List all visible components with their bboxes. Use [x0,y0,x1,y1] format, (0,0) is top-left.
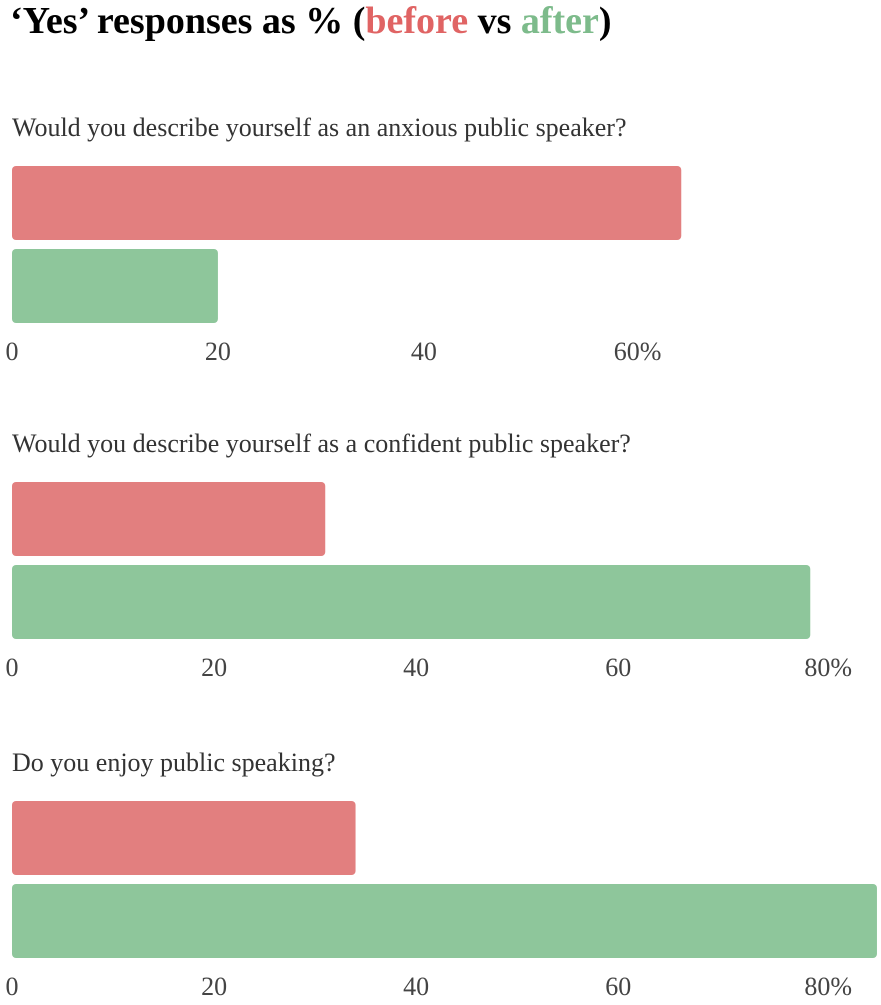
x-tick-label: 20 [205,337,231,366]
bar [12,166,682,240]
title-part: vs [478,0,512,42]
title-part: ) [599,0,612,42]
x-tick-label: 20 [201,972,227,1000]
question: Would you describe yourself as an anxiou… [12,113,627,142]
legend-after: after [521,0,599,42]
bar [12,482,326,556]
question: Do you enjoy public speaking? [12,748,336,777]
x-tick-label: 60 [605,972,631,1000]
x-tick-label: 0 [6,337,19,366]
x-tick-label: 0 [6,653,19,682]
bar [12,249,218,323]
x-tick-label: 40 [403,653,429,682]
legend-before: before [365,0,468,42]
bar [12,884,877,958]
chart-title: ‘Yes’ responses as % (before vs after) [10,0,612,42]
bar [12,801,356,875]
title-part: ‘Yes’ responses as % ( [10,0,365,42]
x-tick-label: 40 [403,972,429,1000]
bar [12,565,811,639]
x-tick-label: 80% [804,972,852,1000]
x-tick-label: 60% [614,337,662,366]
x-tick-label: 80% [804,653,852,682]
question: Would you describe yourself as a confide… [12,429,631,458]
x-tick-label: 0 [6,972,19,1000]
x-tick-label: 40 [411,337,437,366]
x-tick-label: 20 [201,653,227,682]
x-tick-label: 60 [605,653,631,682]
